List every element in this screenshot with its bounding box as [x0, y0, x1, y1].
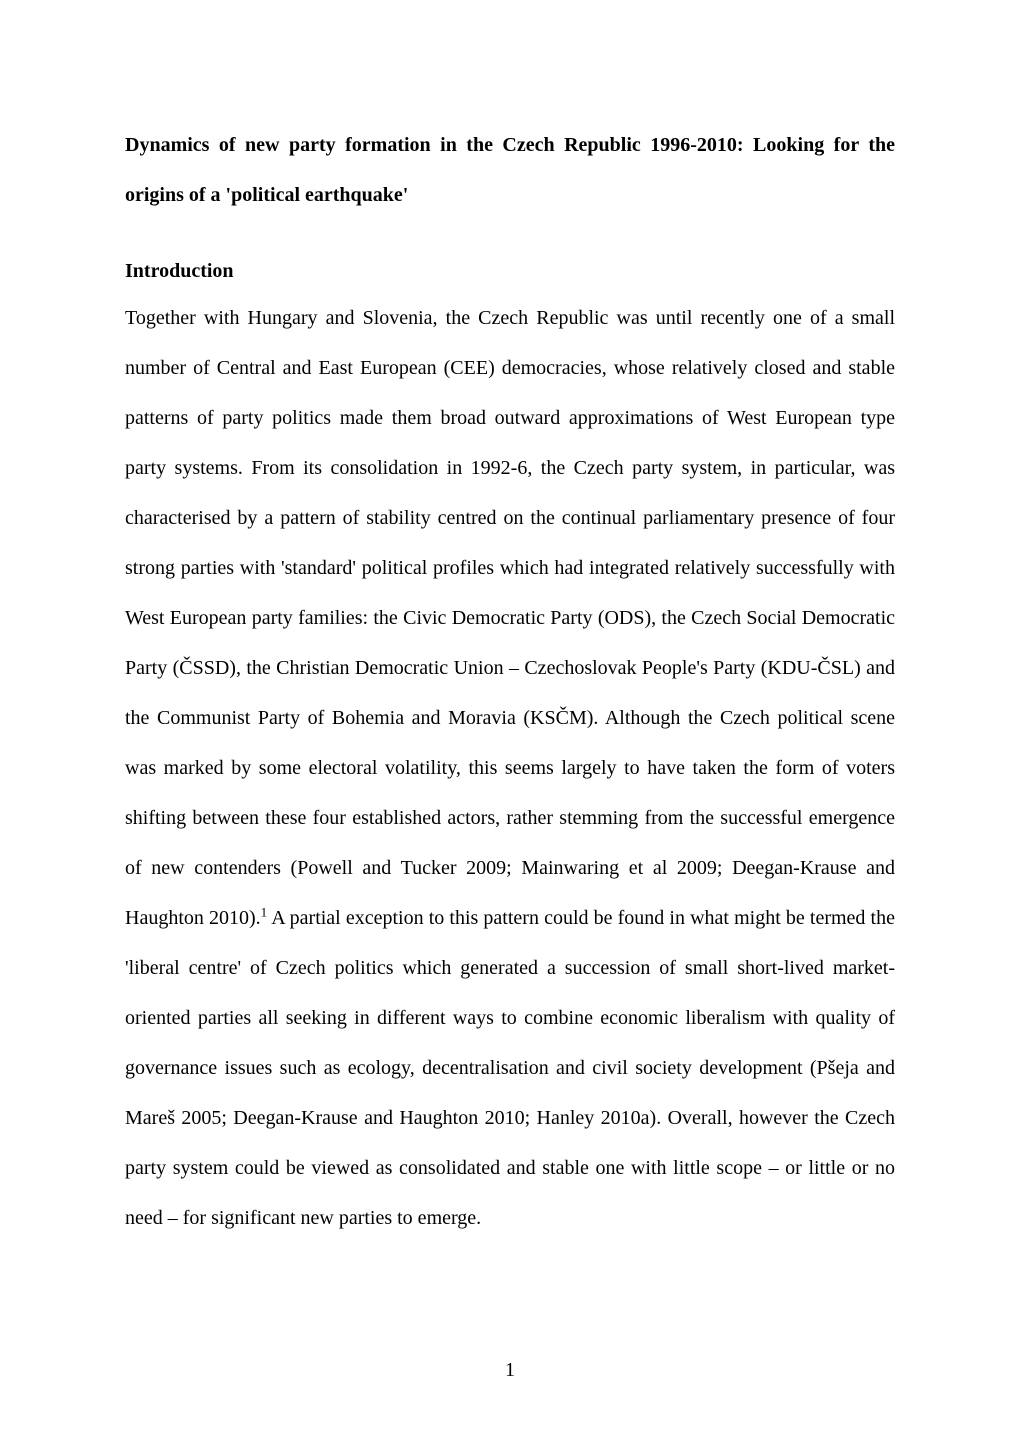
page-number: 1: [505, 1359, 515, 1382]
body-text-part-1: Together with Hungary and Slovenia, the …: [125, 307, 895, 929]
body-text-part-2: A partial exception to this pattern coul…: [125, 907, 895, 1229]
paper-title: Dynamics of new party formation in the C…: [125, 120, 895, 220]
section-heading-introduction: Introduction: [125, 260, 895, 283]
body-paragraph: Together with Hungary and Slovenia, the …: [125, 293, 895, 1243]
